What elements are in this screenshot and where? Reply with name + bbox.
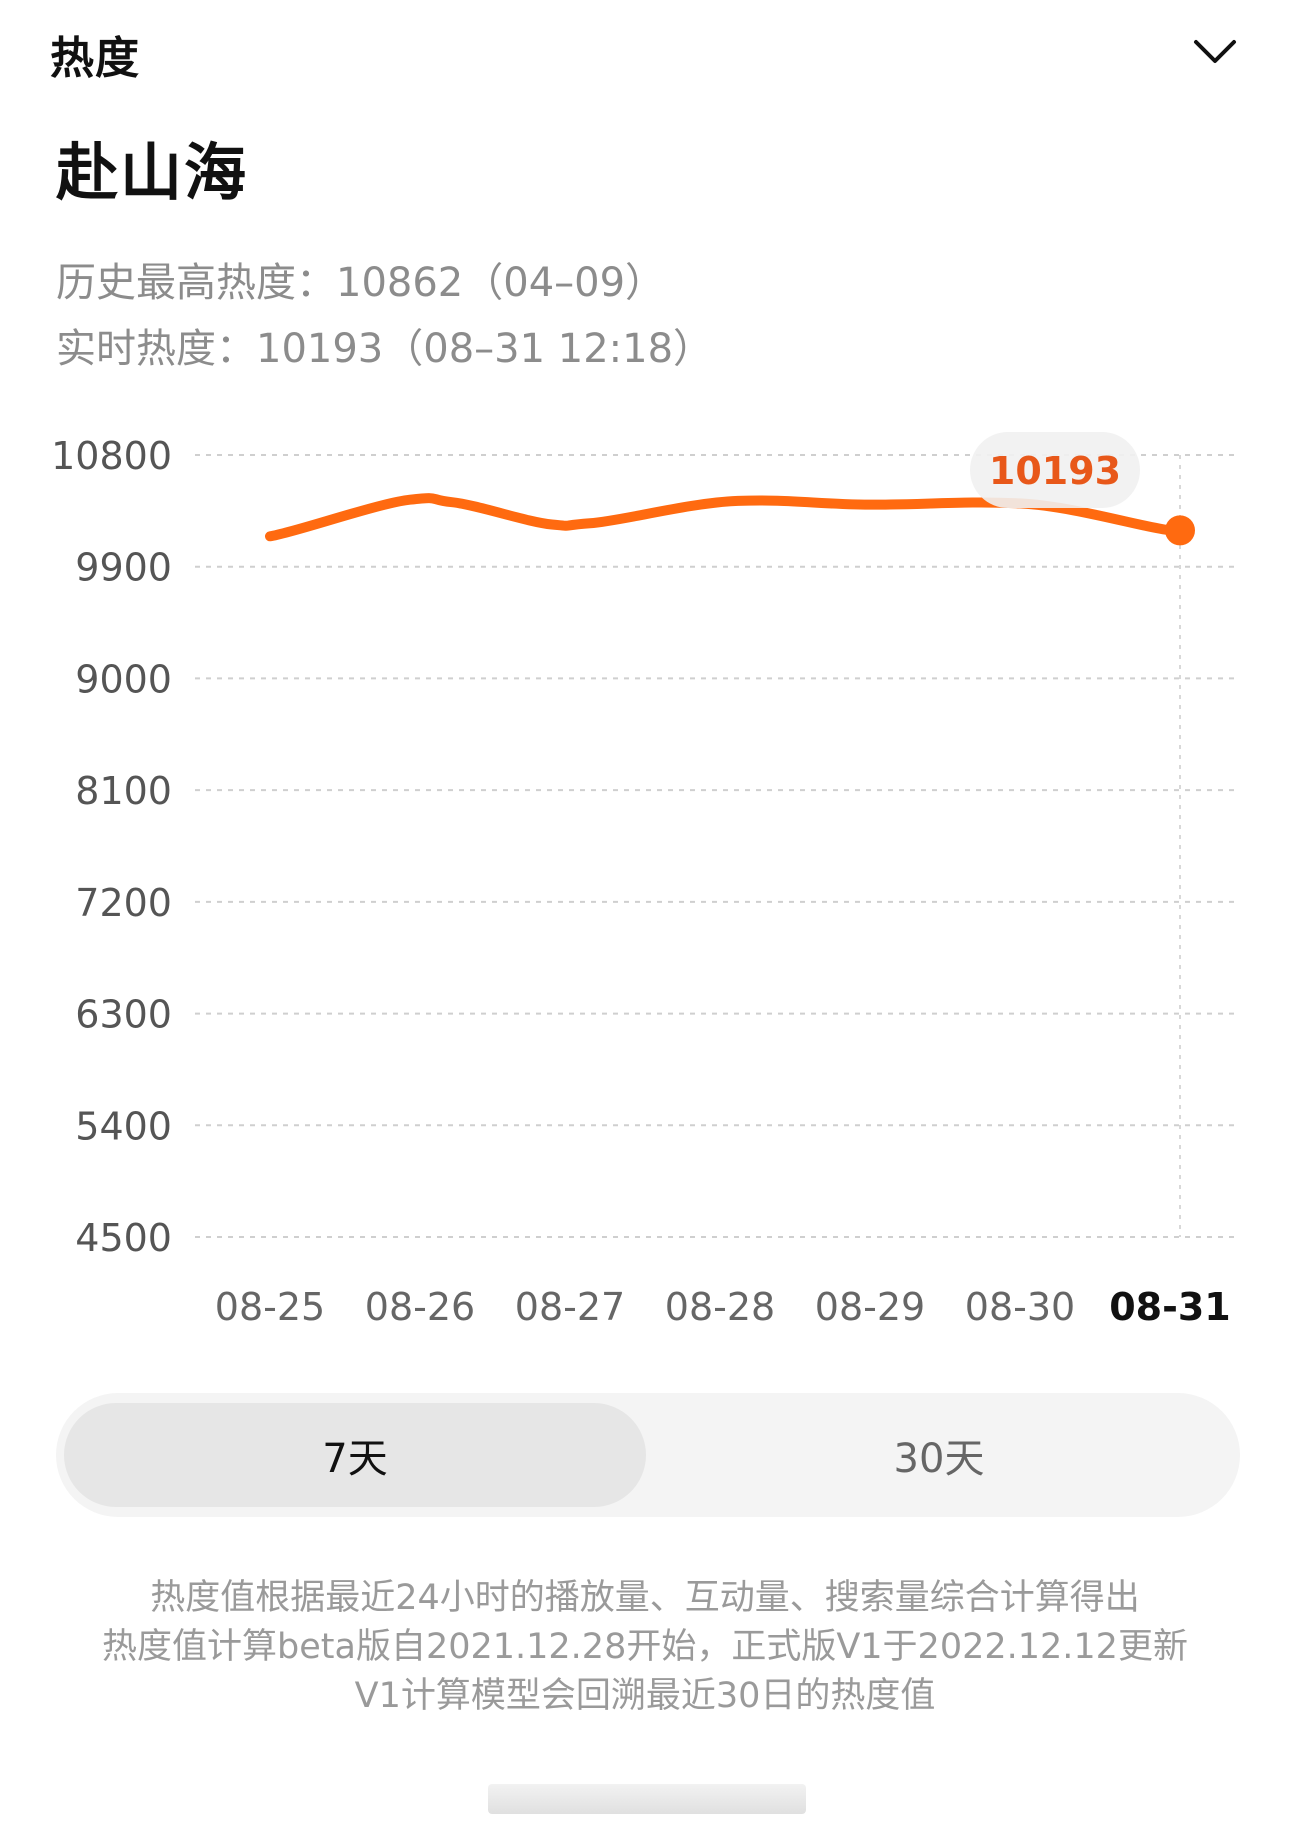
- topic-title: 赴山海: [56, 136, 249, 209]
- peak-heat-label: 历史最高热度：: [56, 260, 336, 306]
- chevron-down-icon[interactable]: [1190, 32, 1240, 72]
- note-line-1: 热度值根据最近24小时的播放量、互动量、搜索量综合计算得出: [150, 1578, 1140, 1618]
- home-indicator: [488, 1784, 806, 1814]
- y-tick-label: 10800: [51, 434, 172, 478]
- note-line-3: V1计算模型会回溯最近30日的热度值: [354, 1676, 936, 1716]
- y-tick-label: 4500: [75, 1216, 172, 1260]
- live-heat-value: 10193（08–31 12:18）: [256, 326, 714, 372]
- section-title: 热度: [50, 33, 140, 84]
- peak-heat-value: 10862（04–09）: [336, 260, 666, 306]
- y-tick-label: 7200: [75, 881, 172, 925]
- live-heat-label: 实时热度：: [56, 326, 256, 372]
- chart-gridlines: [195, 454, 1235, 1238]
- y-tick-label: 9000: [75, 657, 172, 701]
- y-tick-label: 5400: [75, 1104, 172, 1148]
- peak-heat-stat: 历史最高热度：10862（04–09）: [56, 250, 665, 308]
- live-heat-stat: 实时热度：10193（08–31 12:18）: [56, 316, 713, 374]
- x-tick-label: 08-27: [515, 1285, 625, 1329]
- highlight-value-bubble: [970, 432, 1140, 508]
- y-axis-ticks: 10800 9900 9000 8100 7200 6300 5400 4500: [51, 434, 172, 1260]
- highlight-point[interactable]: [1165, 515, 1195, 546]
- header: 热度: [0, 0, 1290, 110]
- tab-30-days[interactable]: 30天: [893, 1436, 985, 1482]
- y-tick-label: 9900: [75, 546, 172, 590]
- y-tick-label: 6300: [75, 993, 172, 1037]
- note-line-2: 热度值计算beta版自2021.12.28开始，正式版V1于2022.12.12…: [102, 1627, 1188, 1667]
- range-toggle: 7天 30天: [56, 1393, 1240, 1517]
- x-tick-label: 08-25: [215, 1285, 325, 1329]
- x-axis-ticks: 08-25 08-26 08-27 08-28 08-29 08-30 08-31: [215, 1285, 1231, 1329]
- heat-calculation-notes: 热度值根据最近24小时的播放量、互动量、搜索量综合计算得出 热度值计算beta版…: [0, 1574, 1290, 1721]
- x-tick-label: 08-26: [365, 1285, 475, 1329]
- y-tick-label: 8100: [75, 769, 172, 813]
- tab-7-days[interactable]: 7天: [64, 1403, 646, 1507]
- highlight-value-label: 10193: [989, 449, 1121, 493]
- x-tick-label: 08-28: [665, 1285, 775, 1329]
- x-tick-label: 08-31: [1109, 1285, 1231, 1329]
- x-tick-label: 08-29: [815, 1285, 925, 1329]
- x-tick-label: 08-30: [965, 1285, 1075, 1329]
